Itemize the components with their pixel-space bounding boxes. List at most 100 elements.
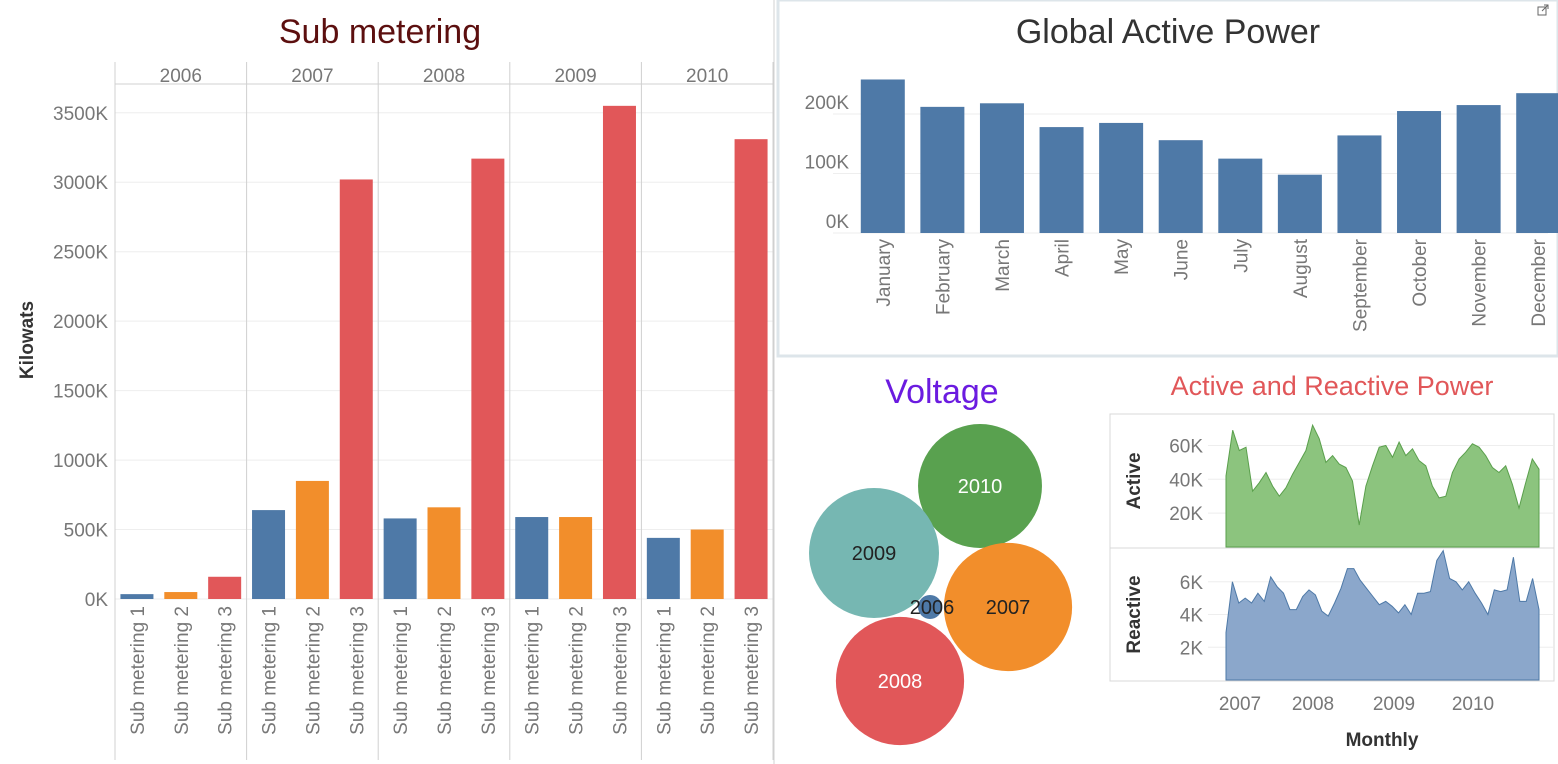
area-y-tick: 60K xyxy=(1169,436,1203,457)
sub-metering-y-tick: 3000K xyxy=(53,173,108,194)
gap-bar[interactable] xyxy=(1039,127,1084,233)
year-group-header: 2010 xyxy=(686,66,728,87)
sub-metering-bar[interactable] xyxy=(339,179,373,600)
active-reactive-power-title: Active and Reactive Power xyxy=(1171,371,1494,401)
sub-metering-x-label: Sub metering 3 xyxy=(216,606,237,735)
sub-metering-x-label: Sub metering 2 xyxy=(567,606,588,735)
gap-bar[interactable] xyxy=(1516,93,1558,233)
sub-metering-x-label: Sub metering 2 xyxy=(435,606,456,735)
sub-metering-bar[interactable] xyxy=(208,576,242,599)
gap-bar[interactable] xyxy=(1397,111,1442,233)
sub-metering-y-tick: 2500K xyxy=(53,243,108,264)
gap-x-label: September xyxy=(1350,238,1371,332)
voltage-bubble-label: 2006 xyxy=(910,597,955,619)
sub-metering-x-label: Sub metering 1 xyxy=(391,606,412,735)
sub-metering-y-tick: 0K xyxy=(85,590,109,611)
sub-metering-x-label: Sub metering 3 xyxy=(742,606,763,735)
sub-metering-bar[interactable] xyxy=(383,518,417,599)
gap-x-label: January xyxy=(874,239,895,307)
sub-metering-bar[interactable] xyxy=(734,139,768,599)
sub-metering-y-tick: 1500K xyxy=(53,382,108,403)
gap-bar[interactable] xyxy=(1456,105,1501,233)
gap-x-label: February xyxy=(933,239,954,316)
sub-metering-bar[interactable] xyxy=(515,517,549,599)
gap-bar[interactable] xyxy=(1158,140,1203,233)
gap-bar[interactable] xyxy=(920,106,965,233)
global-active-power-title: Global Active Power xyxy=(1016,13,1320,51)
sub-metering-x-label: Sub metering 3 xyxy=(610,606,631,735)
area-y-tick: 6K xyxy=(1180,573,1204,594)
area-panel-label: Reactive xyxy=(1124,575,1145,653)
gap-x-label: May xyxy=(1112,239,1133,275)
active-reactive-power-chart: Active and Reactive Power 20K 40K 60K Activ… xyxy=(1109,371,1555,751)
sub-metering-chart: Sub metering 0K 500K 1000K 1500K 2000K 2500K 3… xyxy=(17,13,774,760)
area-panel-label: Active xyxy=(1124,452,1145,509)
area-x-tick: 2010 xyxy=(1452,694,1494,715)
sub-metering-x-label: Sub metering 2 xyxy=(172,606,193,735)
sub-metering-y-tick: 1000K xyxy=(53,451,108,472)
voltage-bubble-label: 2008 xyxy=(878,671,923,693)
sub-metering-bar[interactable] xyxy=(690,529,724,599)
voltage-bubble-2010[interactable] xyxy=(918,424,1042,548)
gap-x-label: July xyxy=(1231,239,1252,273)
gap-x-label: June xyxy=(1172,239,1193,280)
gap-bar[interactable] xyxy=(1277,174,1322,233)
area-x-tick: 2007 xyxy=(1219,694,1261,715)
voltage-bubble-2008[interactable] xyxy=(835,616,965,746)
sub-metering-x-label: Sub metering 1 xyxy=(128,606,149,735)
sub-metering-bar[interactable] xyxy=(646,537,680,599)
gap-bar[interactable] xyxy=(1218,158,1263,233)
sub-metering-bar[interactable] xyxy=(559,517,593,599)
sub-metering-x-label: Sub metering 1 xyxy=(654,606,675,735)
gap-x-label: December xyxy=(1529,238,1550,326)
gap-x-label: March xyxy=(993,239,1014,292)
sub-metering-x-label: Sub metering 1 xyxy=(260,606,281,735)
sub-metering-y-axis-label: Kilowats xyxy=(17,301,38,379)
voltage-bubble-2007[interactable] xyxy=(943,542,1073,672)
sub-metering-x-label: Sub metering 2 xyxy=(303,606,324,735)
gap-x-label: August xyxy=(1291,238,1312,298)
sub-metering-bar[interactable] xyxy=(602,105,636,600)
sub-metering-x-label: Sub metering 2 xyxy=(698,606,719,735)
area-x-tick: 2009 xyxy=(1373,694,1415,715)
area-x-tick: 2008 xyxy=(1292,694,1334,715)
voltage-bubble-2006[interactable] xyxy=(918,595,942,619)
active-reactive-x-axis-label: Monthly xyxy=(1346,730,1419,751)
area-y-tick: 40K xyxy=(1169,470,1203,491)
sub-metering-y-tick: 2000K xyxy=(53,312,108,333)
sub-metering-bar[interactable] xyxy=(427,507,461,599)
sub-metering-bar[interactable] xyxy=(252,510,286,599)
year-group-header: 2008 xyxy=(423,66,465,87)
sub-metering-bar[interactable] xyxy=(164,592,198,599)
gap-y-tick: 100K xyxy=(805,153,850,174)
gap-y-tick: 200K xyxy=(805,93,850,114)
gap-x-label: October xyxy=(1410,238,1431,306)
area-y-tick: 2K xyxy=(1180,638,1204,659)
gap-bar[interactable] xyxy=(1337,135,1382,233)
gap-x-label: April xyxy=(1053,239,1074,277)
sub-metering-y-tick: 500K xyxy=(64,521,109,542)
sub-metering-title: Sub metering xyxy=(279,13,481,51)
area-y-tick: 20K xyxy=(1169,504,1203,525)
gap-x-label: November xyxy=(1470,238,1491,326)
sub-metering-bar[interactable] xyxy=(295,480,329,599)
area-series-reactive[interactable] xyxy=(1225,549,1540,681)
voltage-bubble-label: 2010 xyxy=(958,476,1003,498)
voltage-bubble-label: 2009 xyxy=(852,543,897,565)
sub-metering-bar[interactable] xyxy=(120,594,154,599)
sub-metering-x-label: Sub metering 3 xyxy=(479,606,500,735)
gap-bar[interactable] xyxy=(979,103,1024,233)
year-group-header: 2006 xyxy=(160,66,202,87)
expand-icon[interactable] xyxy=(1537,4,1549,16)
voltage-bubble-2009[interactable] xyxy=(809,488,939,618)
sub-metering-x-label: Sub metering 3 xyxy=(347,606,368,735)
area-series-active[interactable] xyxy=(1225,423,1540,548)
gap-bar[interactable] xyxy=(860,79,905,234)
gap-y-tick: 0K xyxy=(826,212,850,233)
sub-metering-bar[interactable] xyxy=(471,158,505,600)
sub-metering-y-tick: 3500K xyxy=(53,104,108,125)
gap-bar[interactable] xyxy=(1099,122,1144,233)
voltage-bubble-label: 2007 xyxy=(986,597,1031,619)
sub-metering-x-label: Sub metering 1 xyxy=(523,606,544,735)
